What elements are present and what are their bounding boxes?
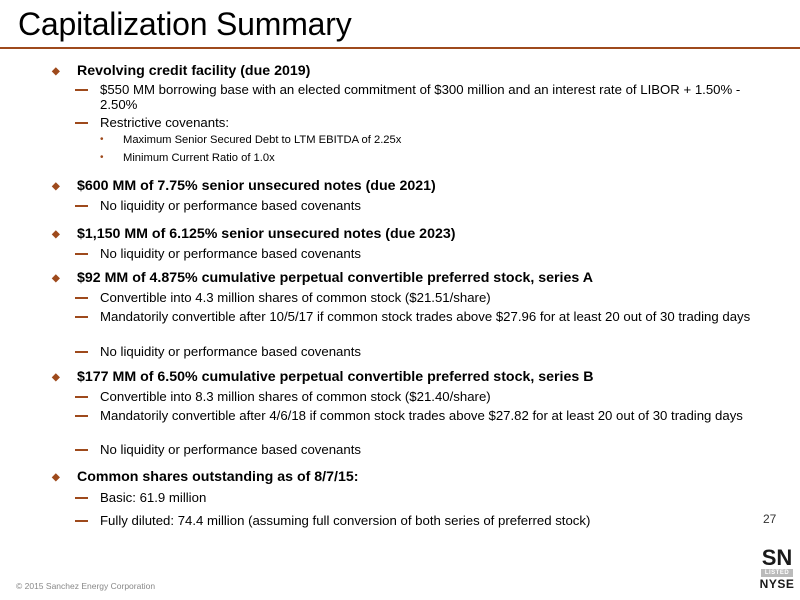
bullet-heading: Common shares outstanding as of 8/7/15:	[77, 469, 359, 485]
bullet-heading: $1,150 MM of 6.125% senior unsecured not…	[77, 226, 456, 242]
diamond-bullet-icon: ◆	[52, 66, 60, 77]
sub-bullet-text: No liquidity or performance based covena…	[100, 442, 361, 457]
sub-sub-bullet-text: Minimum Current Ratio of 1.0x	[123, 152, 275, 164]
bullet-heading: $177 MM of 6.50% cumulative perpetual co…	[77, 369, 594, 385]
sub-bullet-text: Mandatorily convertible after 10/5/17 if…	[100, 309, 751, 324]
dot-bullet-icon: •	[100, 134, 104, 145]
bullet-heading: Revolving credit facility (due 2019)	[77, 63, 311, 79]
sub-bullet-text: Restrictive covenants:	[100, 115, 229, 130]
nyse-listed-logo: SN LISTED NYSE	[757, 545, 797, 596]
sub-bullet-text: Basic: 61.9 million	[100, 490, 207, 505]
sub-bullet-text: Convertible into 4.3 million shares of c…	[100, 290, 491, 305]
diamond-bullet-icon: ◆	[52, 181, 60, 192]
sub-bullet-text: No liquidity or performance based covena…	[100, 246, 361, 261]
dash-bullet-icon	[75, 316, 88, 318]
dash-bullet-icon	[75, 297, 88, 299]
dot-bullet-icon: •	[100, 152, 104, 163]
title-divider	[0, 47, 800, 49]
dash-bullet-icon	[75, 253, 88, 255]
copyright-footer: © 2015 Sanchez Energy Corporation	[16, 581, 156, 591]
sub-bullet-text: No liquidity or performance based covena…	[100, 344, 361, 359]
sub-bullet-text: Fully diluted: 74.4 million (assuming fu…	[100, 513, 591, 528]
ticker-symbol: SN	[761, 545, 793, 570]
diamond-bullet-icon: ◆	[52, 273, 60, 284]
sub-sub-bullet-text: Maximum Senior Secured Debt to LTM EBITD…	[123, 134, 402, 146]
dash-bullet-icon	[75, 415, 88, 417]
listed-label: LISTED	[761, 569, 793, 577]
dash-bullet-icon	[75, 449, 88, 451]
bullet-heading: $600 MM of 7.75% senior unsecured notes …	[77, 178, 436, 194]
diamond-bullet-icon: ◆	[52, 372, 60, 383]
dash-bullet-icon	[75, 122, 88, 124]
dash-bullet-icon	[75, 89, 88, 91]
diamond-bullet-icon: ◆	[52, 229, 60, 240]
sub-bullet-text: $550 MM borrowing base with an elected c…	[100, 82, 741, 112]
dash-bullet-icon	[75, 497, 88, 499]
diamond-bullet-icon: ◆	[52, 472, 60, 483]
dash-bullet-icon	[75, 205, 88, 207]
page-number: 27	[763, 512, 777, 526]
sub-bullet-text: Convertible into 8.3 million shares of c…	[100, 389, 491, 404]
dash-bullet-icon	[75, 520, 88, 522]
dash-bullet-icon	[75, 396, 88, 398]
bullet-heading: $92 MM of 4.875% cumulative perpetual co…	[77, 270, 593, 286]
slide-title: Capitalization Summary	[18, 6, 352, 42]
sub-bullet-text: Mandatorily convertible after 4/6/18 if …	[100, 408, 743, 423]
dash-bullet-icon	[75, 351, 88, 353]
sub-bullet-text: No liquidity or performance based covena…	[100, 198, 361, 213]
exchange-name: NYSE	[759, 577, 795, 591]
